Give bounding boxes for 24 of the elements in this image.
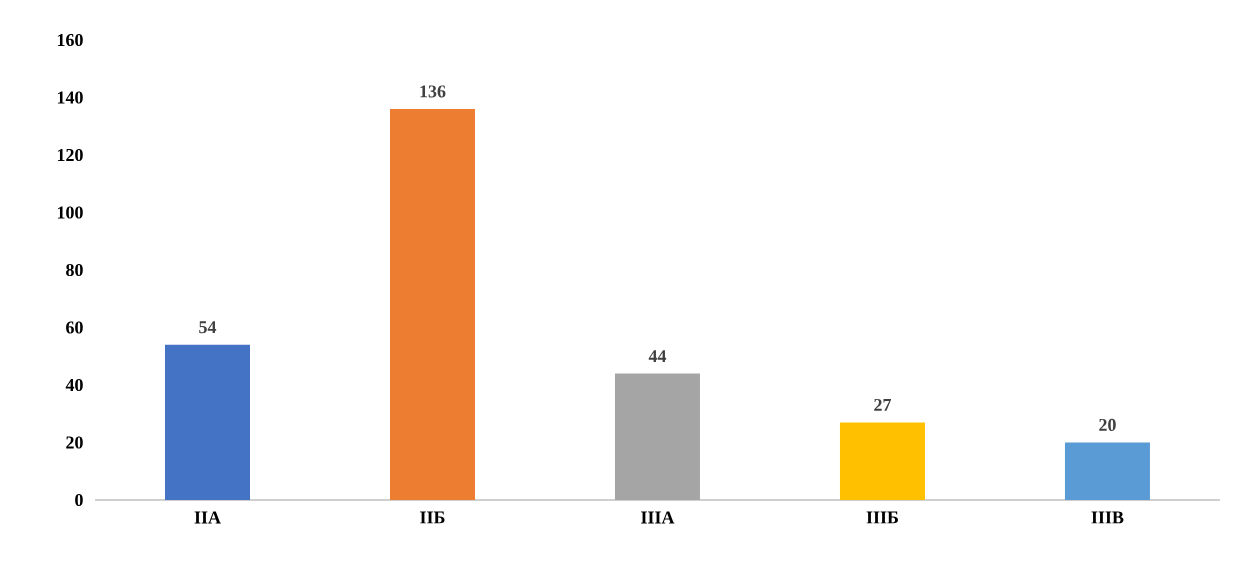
y-tick-label: 160 — [57, 33, 83, 47]
y-tick-label: 0 — [75, 493, 83, 507]
data-label: 27 — [874, 398, 892, 411]
bar — [164, 344, 250, 500]
y-tick-label: 60 — [66, 321, 83, 334]
bar — [839, 422, 925, 500]
bar — [1064, 442, 1150, 500]
y-tick-label: 120 — [57, 148, 83, 162]
x-tick-label: ІІА — [194, 511, 221, 524]
y-tick-label: 100 — [57, 206, 83, 219]
data-label: 136 — [420, 85, 446, 98]
y-tick-label: 40 — [65, 378, 83, 392]
x-tick-label: ІІІА — [641, 511, 675, 524]
y-tick-label: 20 — [66, 436, 83, 449]
data-label: 54 — [199, 321, 217, 334]
bar — [389, 109, 475, 500]
x-tick-label: ІІІВ — [1091, 511, 1124, 524]
y-tick-label: 80 — [66, 263, 83, 277]
bar — [614, 373, 700, 500]
data-label: 20 — [1099, 418, 1116, 431]
data-label: 44 — [648, 350, 667, 362]
y-tick-label: 140 — [57, 91, 83, 104]
x-tick-label: ІІБ — [420, 511, 445, 524]
x-tick-label: ІІІБ — [866, 511, 898, 524]
